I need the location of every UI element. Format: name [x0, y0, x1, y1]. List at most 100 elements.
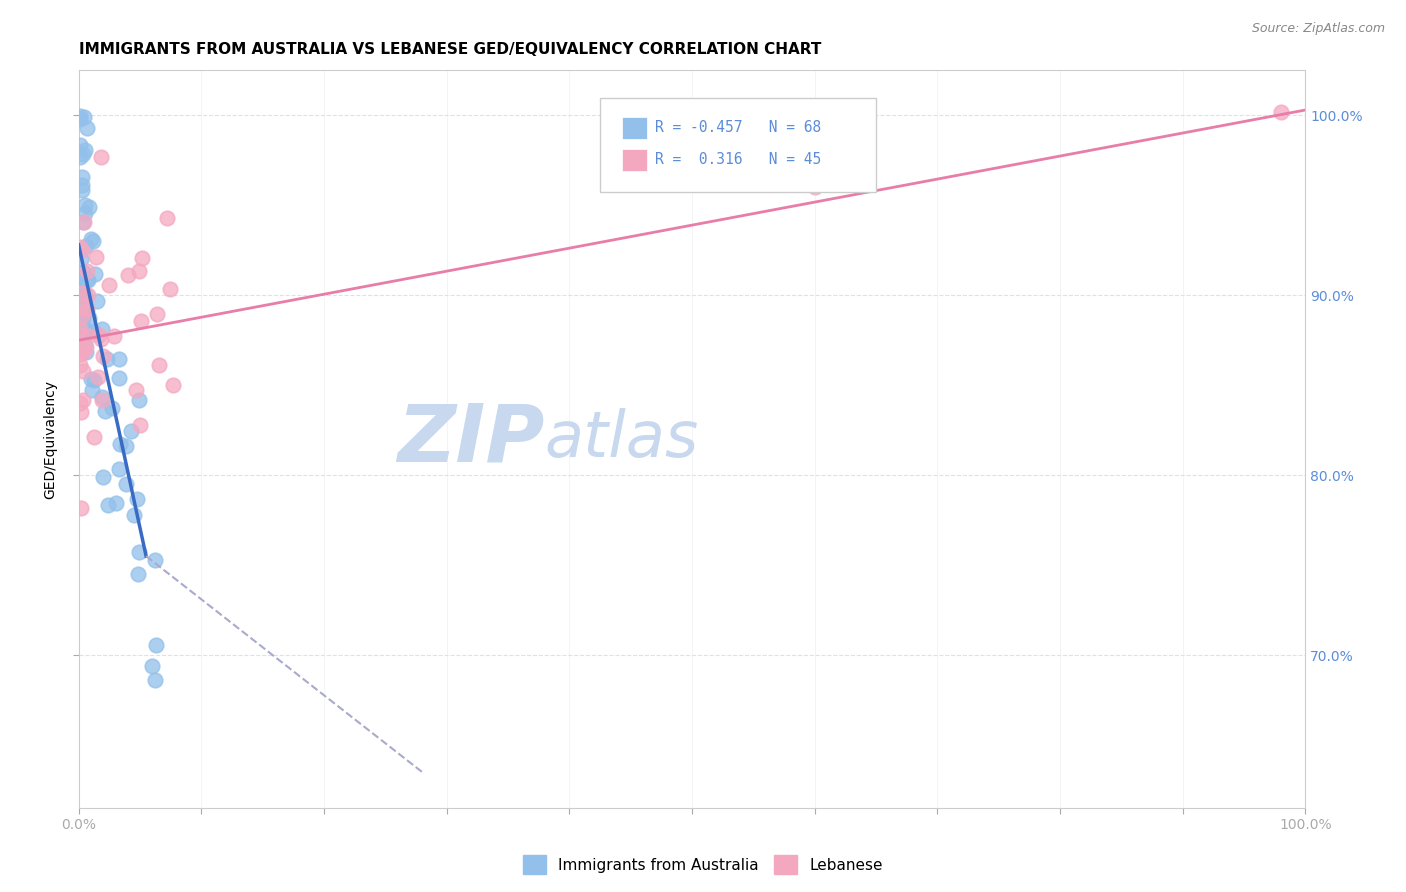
- Point: [87, 370, 110, 384]
- Point: [70, 183, 93, 197]
- Point: [69, 309, 91, 323]
- Point: [70, 273, 93, 287]
- Point: [73, 299, 96, 313]
- Point: [91, 390, 114, 404]
- Point: [91, 349, 114, 363]
- Point: [83, 267, 105, 281]
- Point: [82, 234, 104, 248]
- Point: [77, 329, 100, 343]
- Point: [96, 351, 118, 366]
- Point: [75, 287, 97, 301]
- Point: [73, 206, 96, 220]
- Point: [72, 146, 94, 161]
- Point: [70, 318, 93, 333]
- Point: [73, 198, 96, 212]
- Point: [75, 344, 97, 359]
- Point: [73, 338, 96, 352]
- Point: [122, 508, 145, 523]
- Point: [145, 673, 167, 688]
- Point: [131, 252, 153, 266]
- Text: IMMIGRANTS FROM AUSTRALIA VS LEBANESE GED/EQUIVALENCY CORRELATION CHART: IMMIGRANTS FROM AUSTRALIA VS LEBANESE GE…: [79, 42, 821, 57]
- Point: [70, 252, 93, 267]
- Point: [128, 393, 150, 408]
- Point: [70, 243, 93, 257]
- Point: [72, 286, 94, 301]
- Point: [69, 347, 91, 361]
- Point: [72, 301, 94, 315]
- Point: [72, 265, 94, 279]
- Point: [100, 401, 122, 416]
- Point: [69, 405, 91, 419]
- Point: [87, 327, 110, 342]
- Point: [73, 344, 96, 359]
- Point: [115, 477, 138, 491]
- Point: [69, 109, 91, 123]
- Point: [83, 325, 105, 339]
- Point: [69, 150, 91, 164]
- Point: [69, 282, 91, 296]
- Point: [73, 215, 96, 229]
- Point: [141, 659, 163, 673]
- Point: [82, 383, 104, 397]
- Point: [76, 264, 98, 278]
- Point: [75, 323, 97, 337]
- Point: [103, 328, 125, 343]
- Point: [84, 250, 107, 264]
- Point: [80, 232, 103, 246]
- Point: [143, 552, 166, 566]
- Point: [124, 383, 146, 397]
- Point: [69, 240, 91, 254]
- Point: [77, 288, 100, 302]
- Point: [75, 340, 97, 354]
- Point: [76, 121, 98, 136]
- Point: [90, 332, 112, 346]
- Point: [76, 302, 98, 317]
- Point: [70, 310, 93, 324]
- Point: [83, 373, 105, 387]
- Point: [77, 311, 100, 326]
- Point: [89, 149, 111, 163]
- Point: [145, 638, 167, 652]
- Point: [83, 430, 105, 444]
- Point: [1270, 104, 1292, 119]
- Point: [69, 322, 91, 336]
- Point: [107, 462, 129, 476]
- Point: [76, 273, 98, 287]
- Point: [90, 393, 112, 408]
- Point: [69, 327, 91, 342]
- Point: [70, 501, 93, 516]
- Point: [803, 180, 825, 194]
- Point: [72, 392, 94, 407]
- Point: [70, 327, 93, 342]
- Point: [162, 378, 184, 392]
- Point: [115, 439, 138, 453]
- Point: [120, 424, 142, 438]
- Text: ZIP: ZIP: [398, 401, 544, 478]
- Point: [72, 289, 94, 303]
- Point: [146, 307, 169, 321]
- Bar: [621, 117, 647, 139]
- Point: [156, 211, 179, 225]
- Point: [128, 264, 150, 278]
- Point: [128, 545, 150, 559]
- Point: [72, 215, 94, 229]
- Point: [69, 270, 91, 285]
- Point: [73, 325, 96, 339]
- Point: [69, 137, 91, 152]
- Text: R =  0.316   N = 45: R = 0.316 N = 45: [655, 153, 821, 167]
- Point: [80, 371, 103, 385]
- Point: [69, 396, 91, 410]
- Point: [105, 496, 128, 510]
- Point: [94, 404, 117, 418]
- Point: [72, 364, 94, 378]
- Point: [76, 271, 98, 285]
- Legend: Immigrants from Australia, Lebanese: Immigrants from Australia, Lebanese: [517, 849, 889, 880]
- Point: [129, 314, 152, 328]
- Point: [148, 358, 170, 372]
- Point: [159, 282, 181, 296]
- Point: [129, 417, 152, 432]
- Point: [69, 359, 91, 373]
- Point: [86, 294, 108, 309]
- Point: [117, 268, 139, 282]
- Point: [70, 178, 93, 192]
